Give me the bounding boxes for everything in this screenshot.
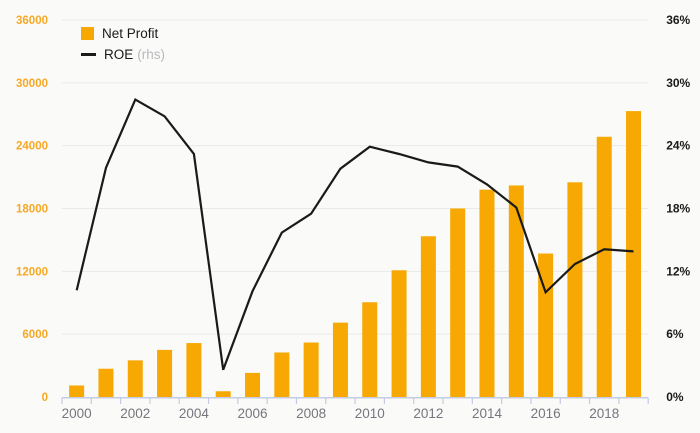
bar-2008 xyxy=(303,342,319,397)
bar-2006 xyxy=(245,372,261,397)
y-right-tick-label: 12% xyxy=(666,264,690,278)
x-tick-label: 2016 xyxy=(531,406,561,421)
bar-2009 xyxy=(332,322,348,397)
legend-label-net-profit: Net Profit xyxy=(102,26,159,41)
y-right-tick-label: 36% xyxy=(666,13,690,27)
roe-line xyxy=(75,98,634,371)
legend-label-roe-text: ROE xyxy=(104,47,134,62)
net-profit-swatch-icon xyxy=(81,27,94,40)
y-right-tick-label: 24% xyxy=(666,139,690,153)
bar-2007 xyxy=(274,352,290,397)
bar-2017 xyxy=(567,182,583,397)
y-left-tick-label: 12000 xyxy=(16,266,48,278)
bar-2004 xyxy=(186,343,202,397)
y-left-tick-label: 36000 xyxy=(16,15,48,27)
y-left-tick-label: 30000 xyxy=(16,78,48,90)
bar-2014 xyxy=(479,189,495,397)
x-tick-label: 2010 xyxy=(355,406,385,421)
legend: Net Profit ROE (rhs) xyxy=(81,26,165,62)
roe-line-swatch-icon xyxy=(81,53,96,56)
bar-2003 xyxy=(157,349,173,397)
y-right-tick-label: 18% xyxy=(666,202,690,216)
y-right-tick-label: 0% xyxy=(666,390,684,404)
bar-2010 xyxy=(362,302,378,397)
bar-2000 xyxy=(69,385,85,397)
y-left-tick-label: 0 xyxy=(42,392,48,404)
legend-label-rhs-note: (rhs) xyxy=(137,47,166,62)
y-left-tick-label: 6000 xyxy=(22,329,48,341)
bar-2012 xyxy=(420,236,436,397)
bar-2011 xyxy=(391,270,407,397)
x-tick-label: 2000 xyxy=(62,406,92,421)
x-tick-label: 2002 xyxy=(120,406,150,421)
legend-item-roe: ROE (rhs) xyxy=(81,47,165,62)
x-tick-label: 2018 xyxy=(589,406,619,421)
x-tick-label: 2012 xyxy=(413,406,443,421)
y-left-tick-label: 18000 xyxy=(16,204,48,216)
bar-2001 xyxy=(98,368,114,397)
bar-2013 xyxy=(450,208,466,397)
y-left-tick-label: 24000 xyxy=(16,141,48,153)
y-right-tick-label: 30% xyxy=(666,76,690,90)
bar-2018 xyxy=(596,136,612,398)
bar-2005 xyxy=(215,391,231,397)
legend-item-net-profit: Net Profit xyxy=(81,26,165,41)
legend-label-roe: ROE (rhs) xyxy=(104,47,165,62)
x-tick-label: 2008 xyxy=(296,406,326,421)
bar-2002 xyxy=(127,360,143,397)
x-tick-label: 2006 xyxy=(237,406,267,421)
x-tick-label: 2004 xyxy=(179,406,210,421)
x-tick-label: 2014 xyxy=(472,406,503,421)
bar-2015 xyxy=(508,185,524,397)
y-right-tick-label: 6% xyxy=(666,327,684,341)
bar-2019 xyxy=(626,111,642,397)
